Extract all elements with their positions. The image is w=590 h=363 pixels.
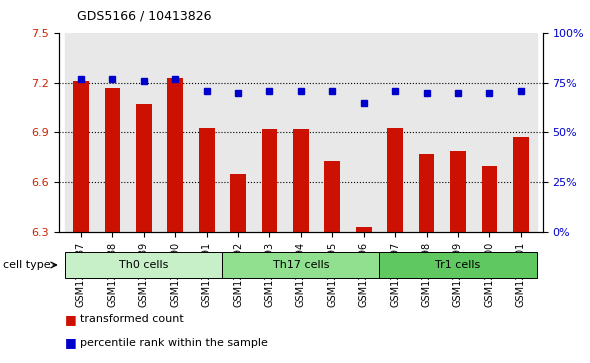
Bar [230,174,246,232]
FancyBboxPatch shape [65,252,222,278]
Bar [285,33,317,232]
Bar [356,227,372,232]
Text: ■: ■ [65,337,77,350]
Bar [474,33,505,232]
Text: transformed count: transformed count [80,314,183,325]
Bar [411,33,442,232]
Text: percentile rank within the sample: percentile rank within the sample [80,338,267,348]
Bar [324,161,340,232]
Bar [442,33,474,232]
Bar [168,78,183,232]
Text: Th17 cells: Th17 cells [273,260,329,270]
Bar [136,104,152,232]
Bar [128,33,159,232]
Bar [450,151,466,232]
Bar [317,33,348,232]
Bar [293,129,309,232]
Text: cell type: cell type [3,260,51,270]
Bar [222,33,254,232]
Bar [505,33,536,232]
FancyBboxPatch shape [222,252,379,278]
Text: Th0 cells: Th0 cells [119,260,169,270]
Bar [348,33,379,232]
Bar [199,127,215,232]
Bar [261,129,277,232]
Bar [73,81,89,232]
Bar [419,154,434,232]
Bar [65,33,97,232]
Bar [97,33,128,232]
Bar [254,33,285,232]
Bar [379,33,411,232]
Text: GDS5166 / 10413826: GDS5166 / 10413826 [77,9,211,22]
Bar [481,166,497,232]
Bar [387,127,403,232]
Bar [513,138,529,232]
Text: ■: ■ [65,313,77,326]
FancyBboxPatch shape [379,252,536,278]
Bar [159,33,191,232]
Bar [104,87,120,232]
Text: Tr1 cells: Tr1 cells [435,260,481,270]
Bar [191,33,222,232]
